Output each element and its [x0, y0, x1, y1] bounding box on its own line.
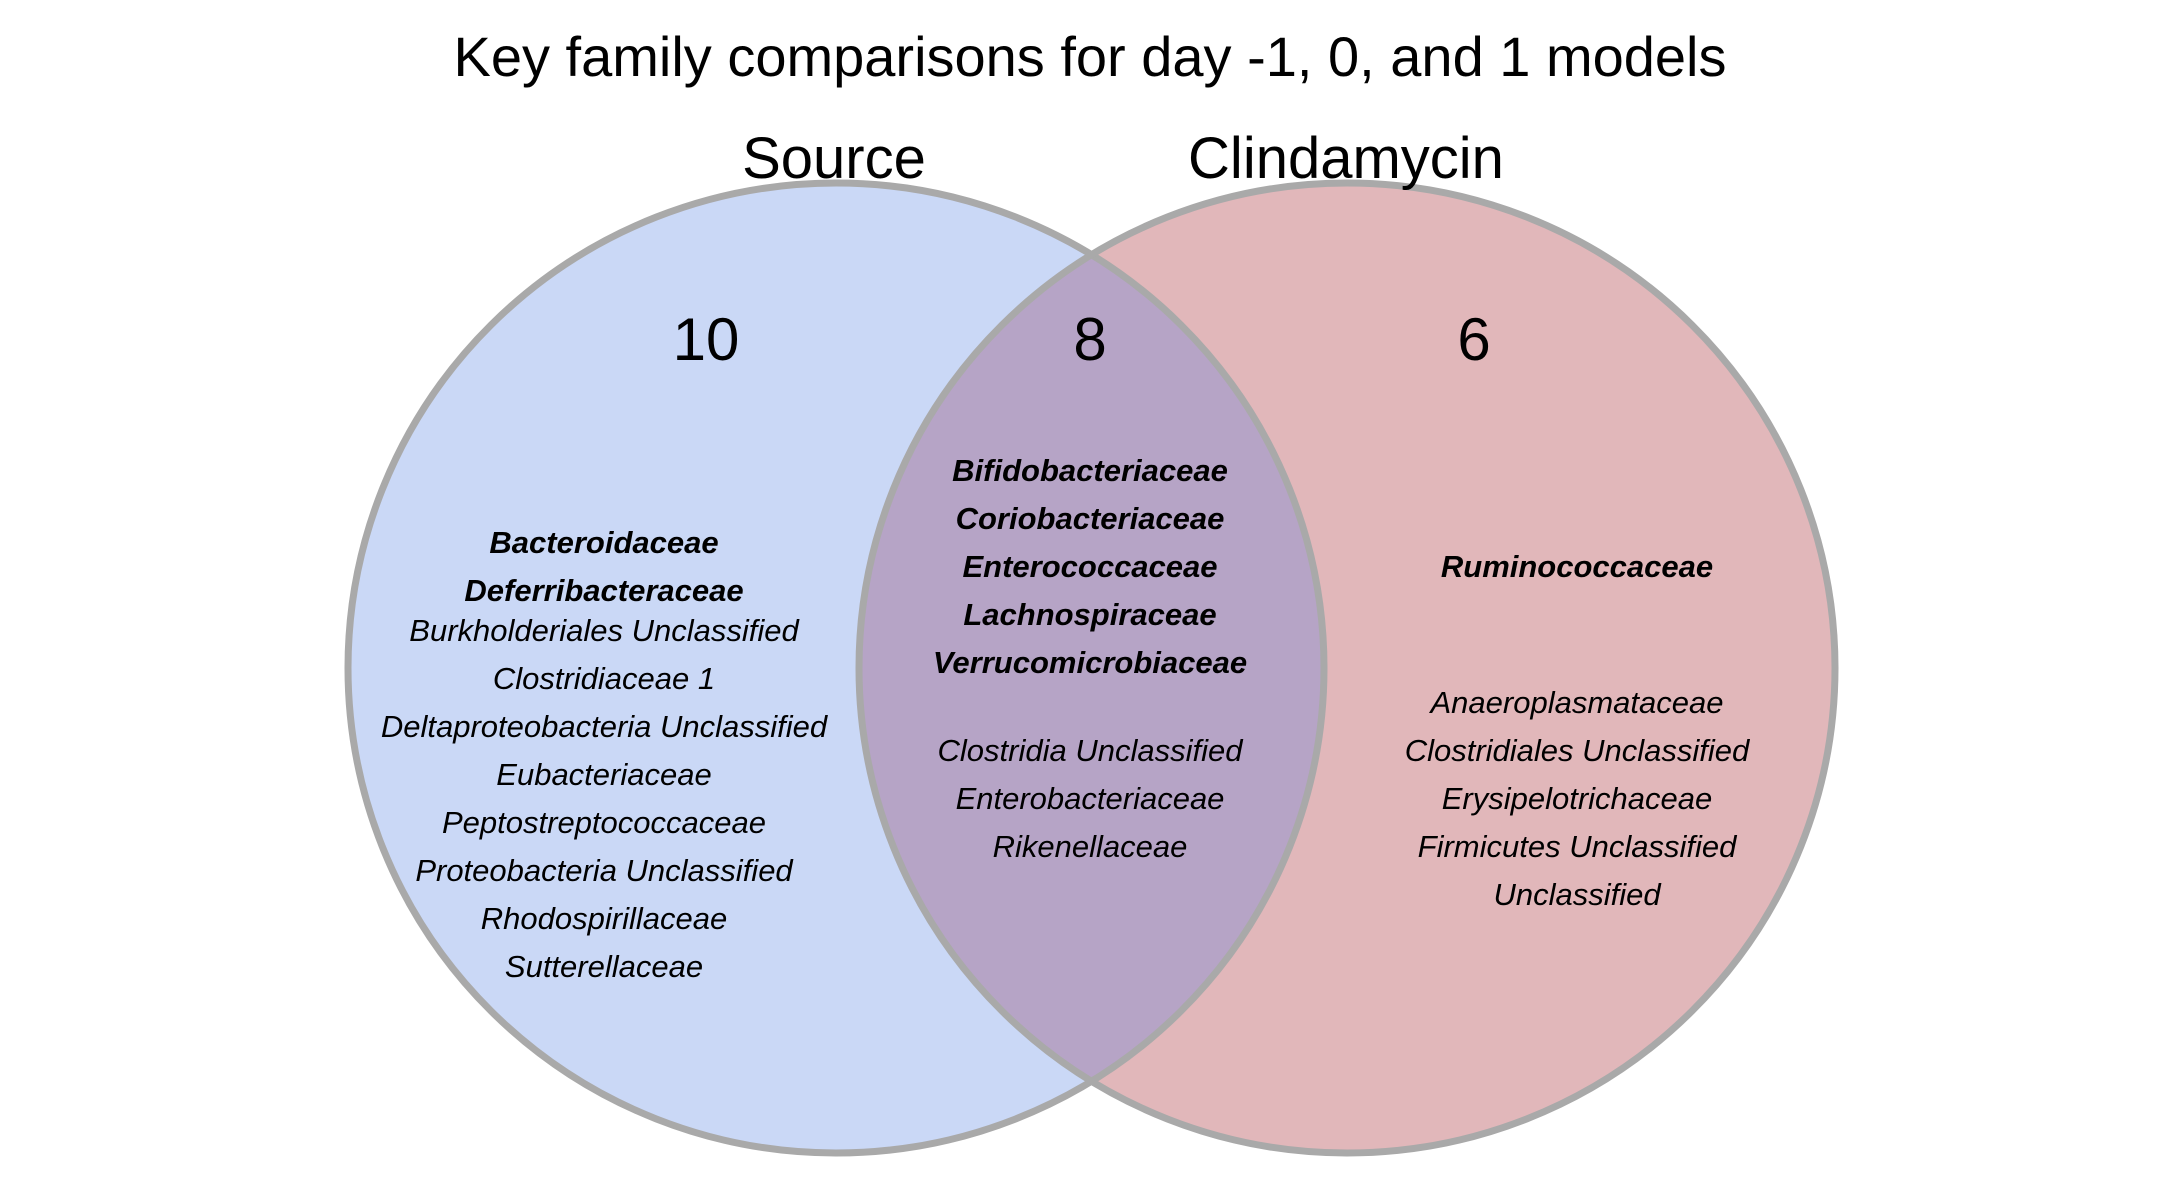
- overlap-family: Lachnospiraceae: [963, 597, 1216, 632]
- clindamycin-only-family: Unclassified: [1493, 877, 1662, 912]
- source-only-family: Eubacteriaceae: [496, 757, 711, 792]
- source-only-family: Bacteroidaceae: [489, 525, 718, 560]
- clindamycin-only-family: Ruminococcaceae: [1441, 549, 1713, 584]
- source-set-label: Source: [742, 126, 926, 191]
- source-only-family: Deferribacteraceae: [464, 573, 743, 608]
- source-only-family: Clostridiaceae 1: [493, 661, 715, 696]
- overlap-count: 8: [1073, 306, 1106, 373]
- source-only-family: Peptostreptococcaceae: [442, 805, 766, 840]
- overlap-family: Bifidobacteriaceae: [952, 453, 1228, 488]
- clindamycin-only-family: Erysipelotrichaceae: [1442, 781, 1713, 816]
- clindamycin-only-family: Firmicutes Unclassified: [1418, 829, 1738, 864]
- clindamycin-circle-outline: [855, 179, 1839, 1157]
- source-only-family: Burkholderiales Unclassified: [409, 613, 800, 648]
- overlap-region: [859, 183, 1324, 1153]
- overlap-family: Enterobacteriaceae: [956, 781, 1225, 816]
- clindamycin-set-label: Clindamycin: [1188, 126, 1504, 191]
- source-only-family: Sutterellaceae: [505, 949, 703, 984]
- clindamycin-only-family: Anaeroplasmataceae: [1429, 685, 1724, 720]
- source-only-family: Proteobacteria Unclassified: [415, 853, 794, 888]
- source-only-count: 10: [673, 306, 740, 373]
- overlap-family: Rikenellaceae: [993, 829, 1188, 864]
- overlap-family: Clostridia Unclassified: [938, 733, 1245, 768]
- overlap-family: Verrucomicrobiaceae: [933, 645, 1247, 680]
- clindamycin-only-family: Clostridiales Unclassified: [1405, 733, 1751, 768]
- overlap-family: Coriobacteriaceae: [956, 501, 1225, 536]
- clindamycin-only-count: 6: [1457, 306, 1490, 373]
- source-only-family: Deltaproteobacteria Unclassified: [381, 709, 829, 744]
- source-only-family: Rhodospirillaceae: [481, 901, 727, 936]
- diagram-title: Key family comparisons for day -1, 0, an…: [453, 25, 1726, 88]
- source-circle-outline: [344, 179, 1328, 1157]
- overlap-family: Enterococcaceae: [962, 549, 1217, 584]
